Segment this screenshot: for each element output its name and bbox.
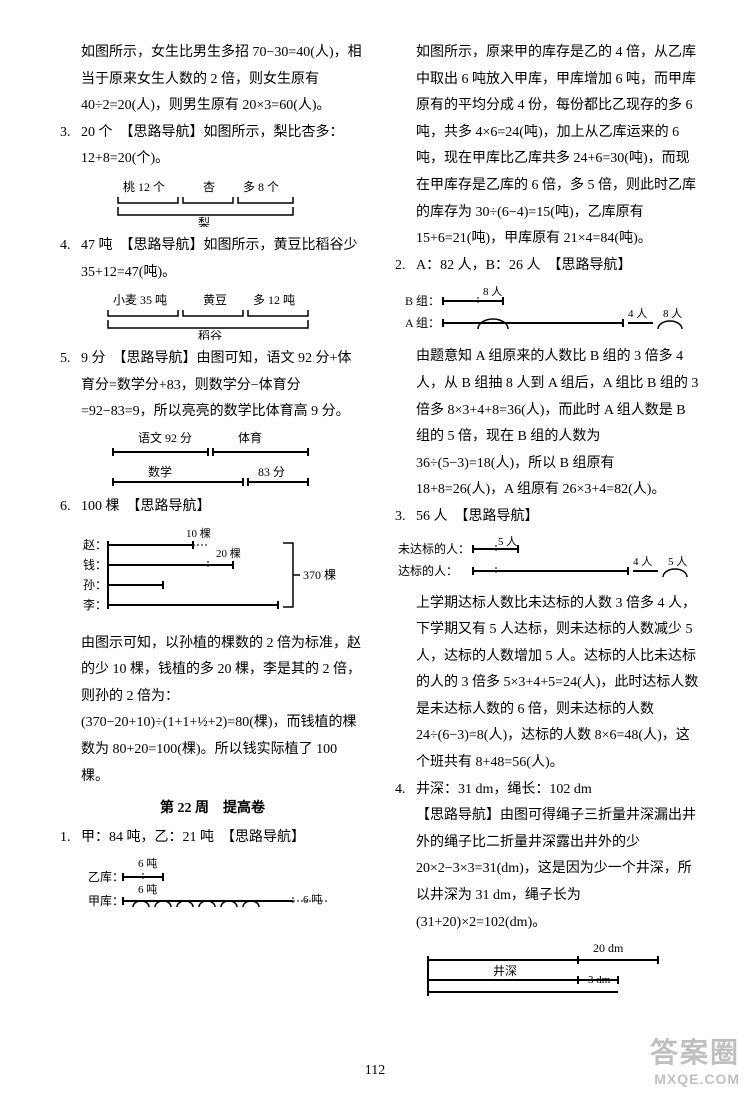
svg-text:小麦 35 吨: 小麦 35 吨 — [113, 293, 167, 307]
svg-text:体育: 体育 — [238, 430, 262, 445]
item-3: 3. 20 个 【思路导航】如图所示，梨比杏多：12+8=20(个)。 — [60, 120, 365, 173]
continued-paragraph: 如图所示，原来甲的库存是乙的 4 倍，从乙库中取出 6 吨放入甲库，甲库增加 6… — [395, 40, 700, 253]
item-4r: 4. 井深：31 dm，绳长：102 dm 【思路导航】由图可得绳子三折量井深漏出… — [395, 777, 700, 937]
item-number: 1. — [60, 825, 81, 852]
svg-text:B 组：: B 组： — [405, 294, 440, 308]
diagram-wheat-rice: 小麦 35 吨 黄豆 多 12 吨 稻谷 — [103, 290, 323, 340]
watermark-line2: MXQE.COM — [650, 1071, 740, 1087]
svg-text:8 人: 8 人 — [663, 307, 682, 320]
svg-text:多 8 个: 多 8 个 — [243, 180, 279, 194]
svg-text:6 吨: 6 吨 — [138, 883, 157, 896]
item-number: 4. — [60, 233, 81, 286]
svg-text:钱：: 钱： — [83, 557, 107, 572]
guide-label: 【思路导航】 — [462, 509, 539, 524]
svg-text:6 吨: 6 吨 — [138, 857, 157, 870]
diagram-subjects: 语文 92 分 体育 数学 83 分 — [98, 430, 328, 488]
item-number: 6. — [60, 494, 81, 521]
explanation: 如图所示，梨比杏多：12+8=20(个)。 — [81, 125, 344, 167]
diagram-peach-pear: 桃 12 个 杏 多 8 个 梨 — [113, 177, 313, 227]
svg-text:达标的人：: 达标的人： — [398, 563, 458, 578]
diagram-trees: 赵： 钱： 孙： 李： 10 棵 20 棵 370 棵 — [78, 525, 348, 625]
guide-label: 【思路导航】 — [120, 351, 197, 366]
item-number: 2. — [395, 253, 416, 280]
answer: 9 分 — [81, 351, 106, 366]
svg-text:乙库：: 乙库： — [88, 869, 124, 884]
answer: 47 吨 — [81, 238, 113, 253]
item-2: 2. A：82 人，B：26 人 【思路导航】 — [395, 253, 700, 280]
svg-text:杏: 杏 — [203, 180, 215, 194]
item-number: 3. — [60, 120, 81, 173]
diagram-warehouse: 乙库： 甲库： 6 吨 6 吨 6 吨 — [83, 855, 343, 915]
svg-text:370 棵: 370 棵 — [303, 567, 336, 582]
svg-text:井深: 井深 — [493, 964, 517, 978]
diagram-well: 20 dm 井深 3 dm — [408, 940, 688, 1000]
svg-text:赵：: 赵： — [83, 538, 107, 552]
item-2-text: 由题意知 A 组原来的人数比 B 组的 3 倍多 4 人，从 B 组抽 8 人到… — [395, 344, 700, 504]
svg-text:8 人: 8 人 — [483, 285, 502, 298]
guide-label: 【思路导航】 — [554, 258, 631, 273]
watermark: 答案圈 MXQE.COM — [650, 1031, 740, 1087]
svg-text:4 人: 4 人 — [633, 555, 652, 568]
guide-label: 【思路导航】 — [134, 499, 211, 514]
item-3-text: 上学期达标人数比未达标的人数 3 倍多 4 人，下学期又有 5 人达标，则未达标… — [395, 591, 700, 777]
answer: 20 个 — [81, 125, 113, 140]
item-3r: 3. 56 人 【思路导航】 — [395, 504, 700, 531]
answer: A：82 人，B：26 人 — [416, 258, 540, 273]
item-number: 4. — [395, 777, 416, 937]
item-6: 6. 100 棵 【思路导航】 — [60, 494, 365, 521]
item-6-text: 由图示可知，以孙植的棵数的 2 倍为标准，赵的少 10 棵，钱植的多 20 棵，… — [60, 631, 365, 791]
svg-text:数学: 数学 — [148, 464, 172, 479]
guide-label: 【思路导航】 — [416, 808, 500, 823]
item-5: 5. 9 分 【思路导航】由图可知，语文 92 分+体育分=数学分+83，则数学… — [60, 346, 365, 426]
svg-text:10 棵: 10 棵 — [186, 526, 211, 540]
watermark-line1: 答案圈 — [650, 1031, 740, 1071]
guide-label: 【思路导航】 — [127, 238, 204, 253]
svg-text:李：: 李： — [83, 597, 107, 612]
answer: 甲：84 吨，乙：21 吨 — [81, 830, 214, 845]
answer: 56 人 — [416, 509, 448, 524]
svg-text:语文 92 分: 语文 92 分 — [138, 430, 192, 445]
answer: 100 棵 — [81, 499, 120, 514]
item-number: 5. — [60, 346, 81, 426]
item-1: 1. 甲：84 吨，乙：21 吨 【思路导航】 — [60, 825, 365, 852]
right-column: 如图所示，原来甲的库存是乙的 4 倍，从乙库中取出 6 吨放入甲库，甲库增加 6… — [395, 40, 700, 1006]
svg-text:桃 12 个: 桃 12 个 — [123, 179, 165, 194]
svg-text:黄豆: 黄豆 — [203, 293, 227, 307]
svg-text:6 吨: 6 吨 — [303, 893, 322, 906]
continued-paragraph: 如图所示，女生比男生多招 70−30=40(人)，相当于原来女生人数的 2 倍，… — [60, 40, 365, 120]
section-title: 第 22 周 提高卷 — [60, 796, 365, 823]
svg-text:83 分: 83 分 — [258, 465, 285, 479]
svg-text:孙：: 孙： — [83, 578, 107, 592]
svg-text:5 人: 5 人 — [668, 555, 687, 568]
svg-text:4 人: 4 人 — [628, 307, 647, 320]
svg-text:未达标的人：: 未达标的人： — [398, 541, 470, 556]
svg-text:A 组：: A 组： — [405, 316, 440, 330]
svg-text:5 人: 5 人 — [498, 535, 517, 548]
item-4: 4. 47 吨 【思路导航】如图所示，黄豆比稻谷少 35+12=47(吨)。 — [60, 233, 365, 286]
page-number: 112 — [0, 1063, 750, 1079]
diagram-standard: 未达标的人： 达标的人： 5 人 4 人 5 人 — [398, 535, 698, 585]
item-number: 3. — [395, 504, 416, 531]
guide-label: 【思路导航】 — [228, 830, 305, 845]
svg-text:多 12 吨: 多 12 吨 — [253, 293, 295, 307]
guide-label: 【思路导航】 — [127, 125, 204, 140]
explanation: 如图所示，黄豆比稻谷少 35+12=47(吨)。 — [81, 238, 358, 280]
left-column: 如图所示，女生比男生多招 70−30=40(人)，相当于原来女生人数的 2 倍，… — [60, 40, 365, 1006]
svg-text:20 棵: 20 棵 — [216, 546, 241, 560]
explanation: 由图可得绳子三折量井深漏出井外的绳子比二折量井深露出井外的少 20×2−3×3=… — [416, 808, 696, 929]
svg-text:梨: 梨 — [198, 216, 210, 227]
answer: 井深：31 dm，绳长：102 dm — [416, 782, 592, 797]
svg-text:甲库：: 甲库： — [88, 893, 124, 908]
svg-text:20 dm: 20 dm — [593, 941, 624, 955]
svg-text:稻谷: 稻谷 — [198, 329, 222, 340]
diagram-groups: B 组： A 组： 8 人 4 人 8 人 — [403, 283, 693, 338]
